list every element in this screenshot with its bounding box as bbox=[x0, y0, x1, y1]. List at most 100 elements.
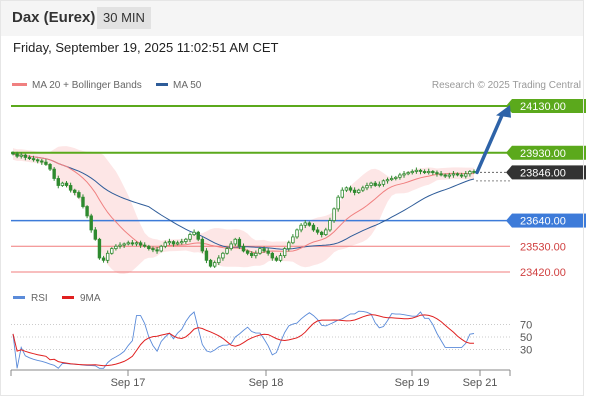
candle-body-25 bbox=[114, 245, 118, 250]
candle-body-26 bbox=[118, 244, 122, 247]
candle-body-105 bbox=[443, 174, 447, 177]
candle-body-101 bbox=[427, 171, 431, 174]
candle-body-69 bbox=[295, 229, 299, 238]
credit-text: Research © 2025 Trading Central bbox=[431, 80, 581, 91]
candle-body-17 bbox=[81, 196, 85, 207]
candle-body-1 bbox=[15, 153, 19, 157]
candle-body-52 bbox=[225, 248, 229, 254]
candle-body-28 bbox=[126, 242, 130, 245]
candle-body-12 bbox=[60, 182, 65, 186]
candle-body-35 bbox=[155, 249, 159, 252]
candle-body-67 bbox=[287, 242, 291, 250]
candle-body-85 bbox=[361, 187, 365, 191]
level-label-bg-0 bbox=[512, 99, 586, 113]
candle-body-61 bbox=[262, 248, 266, 252]
level-label-3: 23640.00 bbox=[520, 216, 566, 228]
forecast-arrow-head bbox=[496, 105, 511, 118]
candle-body-20 bbox=[93, 229, 98, 240]
candle-body-68 bbox=[291, 236, 295, 244]
legend-rsi-swatch bbox=[13, 295, 25, 299]
rsi-line bbox=[12, 310, 475, 369]
legend-ma20: MA 20 + Bollinger Bands bbox=[12, 80, 142, 92]
candle-body-107 bbox=[451, 173, 456, 176]
candle-body-78 bbox=[332, 208, 336, 221]
candle-body-29 bbox=[130, 242, 135, 245]
candle-body-21 bbox=[97, 238, 102, 259]
candle-body-36 bbox=[159, 245, 163, 252]
candle-body-111 bbox=[468, 171, 472, 175]
candle-body-98 bbox=[414, 169, 419, 172]
rsi-ma-line bbox=[12, 314, 474, 367]
candle-body-53 bbox=[229, 243, 233, 250]
x-tick-label-0: Sep 17 bbox=[111, 377, 146, 389]
candle-body-56 bbox=[241, 245, 246, 252]
candle-body-32 bbox=[143, 244, 147, 247]
candle-body-15 bbox=[73, 189, 77, 193]
candle-body-112 bbox=[472, 171, 476, 173]
candle-body-11 bbox=[56, 178, 60, 186]
candle-body-82 bbox=[348, 187, 353, 191]
candle-body-104 bbox=[439, 173, 443, 176]
candle-body-46 bbox=[200, 238, 205, 252]
legend-ma50-swatch bbox=[156, 82, 168, 86]
level-label-4: 23530.00 bbox=[520, 241, 566, 253]
candle-body-94 bbox=[398, 174, 402, 178]
candle-body-77 bbox=[328, 220, 332, 231]
candle-body-84 bbox=[357, 189, 361, 193]
legend-rsi-label: RSI bbox=[31, 293, 48, 304]
rsi-tick-1: 50 bbox=[520, 332, 532, 344]
candle-body-93 bbox=[394, 176, 398, 179]
candle-body-72 bbox=[307, 222, 312, 226]
level-label-1: 23930.00 bbox=[520, 148, 566, 160]
candle-body-47 bbox=[204, 250, 209, 261]
legend-ma50-label: MA 50 bbox=[173, 80, 202, 91]
candle-body-106 bbox=[447, 174, 452, 177]
instrument-title: Dax (Eurex) bbox=[12, 9, 96, 26]
candle-body-75 bbox=[320, 231, 324, 235]
candle-body-81 bbox=[344, 187, 349, 191]
level-label-bg-1 bbox=[512, 145, 586, 160]
level-label-bg-3 bbox=[512, 213, 586, 228]
rsi-tick-2: 30 bbox=[520, 345, 532, 357]
candle-body-48 bbox=[208, 259, 213, 267]
candle-body-55 bbox=[237, 238, 242, 247]
candle-body-57 bbox=[245, 250, 250, 254]
candle-body-89 bbox=[377, 183, 382, 186]
level-label-bg-2 bbox=[512, 165, 586, 180]
candle-body-102 bbox=[431, 171, 435, 174]
interval-button[interactable]: 30 MIN bbox=[97, 7, 151, 29]
candle-body-49 bbox=[212, 262, 217, 267]
timestamp: Friday, September 19, 2025 11:02:51 AM C… bbox=[13, 40, 279, 55]
candle-body-86 bbox=[365, 185, 369, 189]
candle-body-45 bbox=[196, 231, 200, 240]
level-label-5: 23420.00 bbox=[520, 267, 566, 279]
candle-body-92 bbox=[389, 178, 394, 181]
candle-body-19 bbox=[89, 215, 93, 231]
candle-body-110 bbox=[464, 173, 468, 177]
candle-body-16 bbox=[77, 192, 81, 198]
candle-body-14 bbox=[68, 185, 73, 191]
candle-body-40 bbox=[175, 242, 180, 245]
candle-body-74 bbox=[315, 229, 320, 233]
legend-9ma-swatch bbox=[62, 295, 74, 299]
candle-body-33 bbox=[147, 245, 151, 250]
candle-body-6 bbox=[35, 159, 40, 162]
legend-9ma: 9MA bbox=[62, 293, 101, 304]
candle-body-60 bbox=[258, 248, 262, 254]
candle-body-31 bbox=[138, 242, 143, 246]
candle-body-9 bbox=[48, 164, 52, 170]
candle-body-7 bbox=[40, 160, 44, 163]
candle-body-8 bbox=[44, 161, 48, 165]
candle-body-87 bbox=[369, 182, 373, 186]
candle-body-96 bbox=[406, 172, 410, 175]
candle-body-58 bbox=[250, 252, 254, 257]
candle-body-95 bbox=[402, 173, 406, 176]
candle-body-103 bbox=[435, 172, 439, 175]
candle-body-80 bbox=[340, 189, 344, 198]
level-label-2: 23846.00 bbox=[520, 167, 566, 179]
candle-body-64 bbox=[274, 257, 279, 261]
candle-body-88 bbox=[373, 182, 377, 186]
chart-header: Dax (Eurex) 30 MIN bbox=[0, 0, 584, 36]
candle-body-0 bbox=[11, 152, 15, 155]
